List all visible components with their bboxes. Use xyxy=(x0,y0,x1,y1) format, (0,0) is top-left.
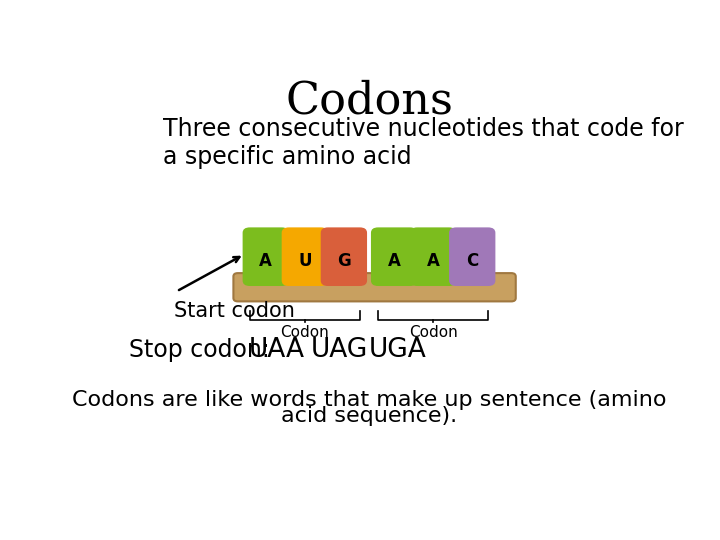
Text: UAA: UAA xyxy=(249,336,305,363)
Text: UAG: UAG xyxy=(310,336,368,363)
Text: C: C xyxy=(466,252,478,269)
Text: Stop codon:: Stop codon: xyxy=(129,338,270,362)
FancyBboxPatch shape xyxy=(282,227,328,286)
FancyBboxPatch shape xyxy=(233,273,516,301)
FancyBboxPatch shape xyxy=(449,227,495,286)
Text: Codon: Codon xyxy=(409,325,457,340)
Text: A: A xyxy=(259,252,272,269)
FancyBboxPatch shape xyxy=(243,227,289,286)
FancyBboxPatch shape xyxy=(410,227,456,286)
Text: acid sequence).: acid sequence). xyxy=(281,406,457,426)
Text: Start codon: Start codon xyxy=(174,301,294,321)
FancyBboxPatch shape xyxy=(371,227,418,286)
Text: Three consecutive nucleotides that code for
a specific amino acid: Three consecutive nucleotides that code … xyxy=(163,117,683,168)
Text: U: U xyxy=(298,252,312,269)
Text: Codons are like words that make up sentence (amino: Codons are like words that make up sente… xyxy=(72,389,666,409)
Text: Codon: Codon xyxy=(281,325,329,340)
Text: Codons: Codons xyxy=(285,79,453,123)
Text: A: A xyxy=(427,252,440,269)
Text: G: G xyxy=(337,252,351,269)
Text: UGA: UGA xyxy=(369,336,427,363)
FancyBboxPatch shape xyxy=(320,227,367,286)
Text: A: A xyxy=(387,252,400,269)
